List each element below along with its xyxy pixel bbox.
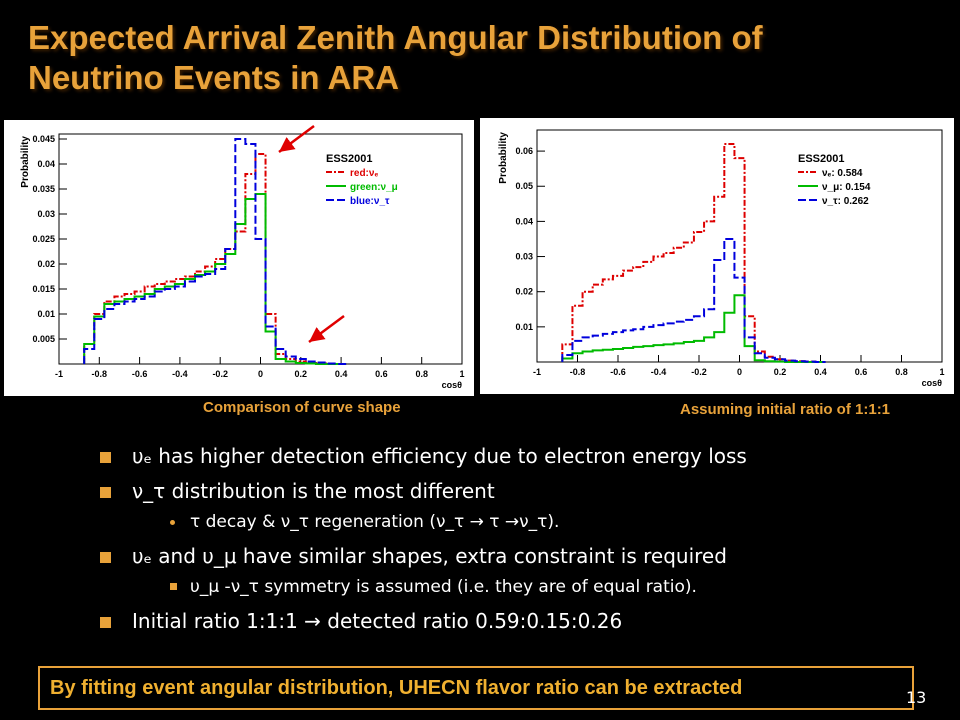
legend-title: ESS2001 xyxy=(798,153,844,165)
square-bullet-icon xyxy=(100,452,111,463)
x-tick-label: 0.2 xyxy=(774,367,787,377)
x-tick-label: 0.4 xyxy=(814,367,827,377)
y-tick-label: 0.01 xyxy=(37,309,55,319)
y-tick-label: 0.05 xyxy=(515,181,533,191)
right-chart: -1 -0.8 -0.6 -0.4 -0.2 0 0.2 0.4 0.6 0.8 1 0.01 0.02… xyxy=(498,129,945,388)
plot-frame xyxy=(58,133,463,365)
x-tick-label: -0.8 xyxy=(570,367,586,377)
y-tick-label: 0.025 xyxy=(32,234,55,244)
y-axis-label: Probability xyxy=(498,132,509,184)
x-axis-label: cosθ xyxy=(922,378,943,388)
slide-title: Expected Arrival Zenith Angular Distribu… xyxy=(28,18,928,98)
y-tick-label: 0.02 xyxy=(515,287,533,297)
series-line xyxy=(83,193,347,365)
y-tick-label: 0.005 xyxy=(32,334,55,344)
bullet-list: υₑ has higher detection efficiency due t… xyxy=(100,443,920,643)
x-tick-label: 1 xyxy=(939,367,944,377)
left-chart-panel: -1 -0.8 -0.6 -0.4 -0.2 0 0.2 0.4 0.6 0.8 1 0.005 0.0… xyxy=(4,120,474,396)
x-tick-label: 1 xyxy=(459,369,464,379)
bullet-item: Initial ratio 1:1:1 → detected ratio 0.5… xyxy=(100,608,920,634)
bullet-text: υₑ and υ_μ have similar shapes, extra co… xyxy=(132,544,727,568)
footer-box xyxy=(38,666,914,710)
series-line xyxy=(83,138,347,365)
x-tick-label: -0.6 xyxy=(610,367,626,377)
bullet-item: υₑ and υ_μ have similar shapes, extra co… xyxy=(100,543,920,569)
square-bullet-icon xyxy=(100,552,111,563)
x-tick-label: 0.8 xyxy=(895,367,908,377)
bullet-item: υₑ has higher detection efficiency due t… xyxy=(100,443,920,469)
page-number: 13 xyxy=(906,688,927,707)
legend-entry: ν_μ: 0.154 xyxy=(822,182,871,193)
title-line-2: Neutrino Events in ARA xyxy=(28,59,399,96)
legend-entry: green:ν_μ xyxy=(350,182,398,193)
x-tick-label: -0.6 xyxy=(132,369,148,379)
x-tick-label: -0.4 xyxy=(651,367,667,377)
x-tick-label: -0.2 xyxy=(212,369,228,379)
sub-bullet-text: υ_μ -ν_τ symmetry is assumed (i.e. they … xyxy=(190,577,697,597)
square-bullet-icon xyxy=(100,617,111,628)
x-tick-label: 0.2 xyxy=(295,369,308,379)
x-tick-label: 0.4 xyxy=(335,369,348,379)
legend-entry: νₑ: 0.584 xyxy=(822,168,863,179)
x-tick-label: 0 xyxy=(258,369,263,379)
sub-bullet-text: τ decay & ν_τ regeneration (ν_τ → τ →ν_τ… xyxy=(190,512,560,532)
series-line xyxy=(561,294,826,363)
legend-title: ESS2001 xyxy=(326,153,372,165)
annotation-arrow xyxy=(308,314,345,344)
y-tick-label: 0.04 xyxy=(37,159,55,169)
y-tick-label: 0.03 xyxy=(515,252,533,262)
left-chart: -1 -0.8 -0.6 -0.4 -0.2 0 0.2 0.4 0.6 0.8 1 0.005 0.0… xyxy=(20,124,465,390)
series-line xyxy=(561,237,826,363)
bullet-text: Initial ratio 1:1:1 → detected ratio 0.5… xyxy=(132,609,623,633)
footer-text: By fitting event angular distribution, U… xyxy=(50,677,743,699)
legend-entry: ν_τ: 0.262 xyxy=(822,196,869,207)
x-tick-label: -0.2 xyxy=(691,367,707,377)
y-tick-label: 0.04 xyxy=(515,216,533,226)
x-tick-label: -0.4 xyxy=(172,369,188,379)
legend-entry: red:νₑ xyxy=(350,168,378,179)
caption-left: Comparison of curve shape xyxy=(203,399,401,416)
square-bullet-icon xyxy=(100,487,111,498)
y-tick-label: 0.015 xyxy=(32,284,55,294)
y-tick-label: 0.045 xyxy=(32,134,55,144)
bullet-item: ν_τ distribution is the most different xyxy=(100,478,920,504)
plot-frame xyxy=(536,129,943,363)
x-tick-label: -1 xyxy=(533,367,541,377)
y-tick-label: 0.035 xyxy=(32,184,55,194)
y-tick-label: 0.03 xyxy=(37,209,55,219)
x-tick-label: -0.8 xyxy=(92,369,108,379)
annotation-arrow xyxy=(278,124,315,154)
x-tick-label: 0.8 xyxy=(415,369,428,379)
x-axis-label: cosθ xyxy=(442,380,463,390)
sub-bullet-item: τ decay & ν_τ regeneration (ν_τ → τ →ν_τ… xyxy=(170,511,920,533)
sub-bullet-item: υ_μ -ν_τ symmetry is assumed (i.e. they … xyxy=(170,576,920,598)
series-line xyxy=(561,143,826,363)
x-tick-label: 0.6 xyxy=(855,367,868,377)
bullet-text: ν_τ distribution is the most different xyxy=(132,479,495,503)
title-line-1: Expected Arrival Zenith Angular Distribu… xyxy=(28,19,763,56)
y-tick-label: 0.01 xyxy=(515,322,533,332)
x-tick-label: 0.6 xyxy=(375,369,388,379)
y-tick-label: 0.06 xyxy=(515,146,533,156)
x-tick-label: 0 xyxy=(737,367,742,377)
dot-bullet-icon xyxy=(170,520,175,525)
caption-right: Assuming initial ratio of 1:1:1 xyxy=(680,401,891,418)
series-line xyxy=(83,153,347,365)
x-tick-label: -1 xyxy=(55,369,63,379)
square-bullet-icon xyxy=(170,583,177,590)
right-chart-panel: -1 -0.8 -0.6 -0.4 -0.2 0 0.2 0.4 0.6 0.8 1 0.01 0.02… xyxy=(480,118,954,394)
bullet-text: υₑ has higher detection efficiency due t… xyxy=(132,444,747,468)
legend-entry: blue:ν_τ xyxy=(350,196,390,207)
y-tick-label: 0.02 xyxy=(37,259,55,269)
y-axis-label: Probability xyxy=(20,136,31,188)
